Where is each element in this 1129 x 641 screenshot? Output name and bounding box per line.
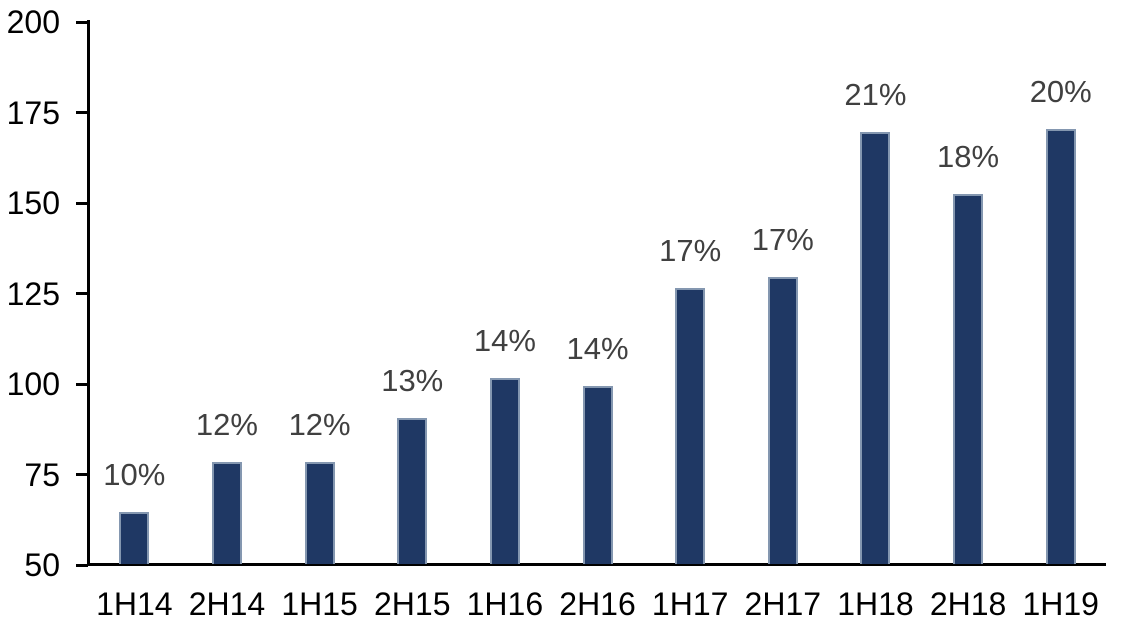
bar [119,512,150,564]
x-axis-labels: 1H14 2H14 1H15 2H15 1H16 2H16 1H17 2H17 1H18 2H18… [88,586,1107,622]
bar-slot: 20% [1014,22,1107,564]
x-tick-label: 2H18 [929,586,1007,622]
x-tick-label: 1H18 [837,586,914,622]
x-tick-label: 2H16 [559,586,636,622]
bar-value-label: 13% [381,363,444,398]
y-tick [76,201,88,205]
bar [582,386,613,564]
bar [489,378,520,564]
y-tick [76,20,88,24]
y-tick-label: 150 [6,185,60,221]
bar-slot: 17% [736,22,829,564]
bar-value-label: 12% [288,407,351,442]
bar [211,462,242,564]
y-tick-label: 50 [24,547,60,583]
y-tick [76,292,88,295]
bar-slot: 21% [829,22,922,564]
bar-value-label: 20% [1029,74,1092,109]
bar-value-label: 17% [659,233,722,268]
y-tick-label: 200 [6,4,60,40]
bar-slot: 12% [273,22,366,564]
y-tick-label: 125 [6,275,60,312]
x-tick-label: 1H17 [651,586,729,622]
y-tick-label: 75 [24,456,60,493]
x-tick-label: 2H14 [188,586,266,622]
x-tick-label: 1H16 [466,586,544,622]
bar-value-label: 18% [937,139,1000,174]
bar-value-label: 10% [103,457,166,492]
bar [304,462,335,564]
bar-slot: 10% [88,22,181,564]
bar-value-label: 17% [751,222,814,257]
x-tick-label: 1H19 [1022,586,1099,622]
x-tick-label: 2H15 [373,586,451,622]
bar [1045,129,1076,564]
y-tick [76,111,88,114]
y-tick-label: 100 [6,366,60,402]
x-tick-label: 1H15 [281,586,358,622]
bar-slot: 14% [459,22,552,564]
bar-slot: 14% [551,22,644,564]
bar-value-label: 14% [473,323,536,358]
bar [675,288,706,564]
plot-area: 10% 12% 12% 13% 14% 14% 17% 17% 21% 18% 20% [88,22,1107,564]
bar-slot: 18% [922,22,1015,564]
x-tick-label: 2H17 [744,586,822,622]
bar-value-label: 14% [566,331,629,366]
bar [397,418,428,564]
y-tick [76,382,88,386]
y-axis-line [87,20,90,566]
bar-value-label: 12% [195,407,258,442]
bar-value-label: 21% [844,77,907,112]
y-tick [76,563,88,567]
bar-slot: 12% [181,22,274,564]
bar-slot: 13% [366,22,459,564]
y-tick [76,473,88,476]
bar-slot: 17% [644,22,737,564]
bar [953,194,984,564]
bar [767,277,798,564]
bar [860,132,891,564]
x-axis-line [87,563,1106,566]
x-tick-label: 1H14 [96,586,173,622]
y-tick-label: 175 [6,94,60,131]
